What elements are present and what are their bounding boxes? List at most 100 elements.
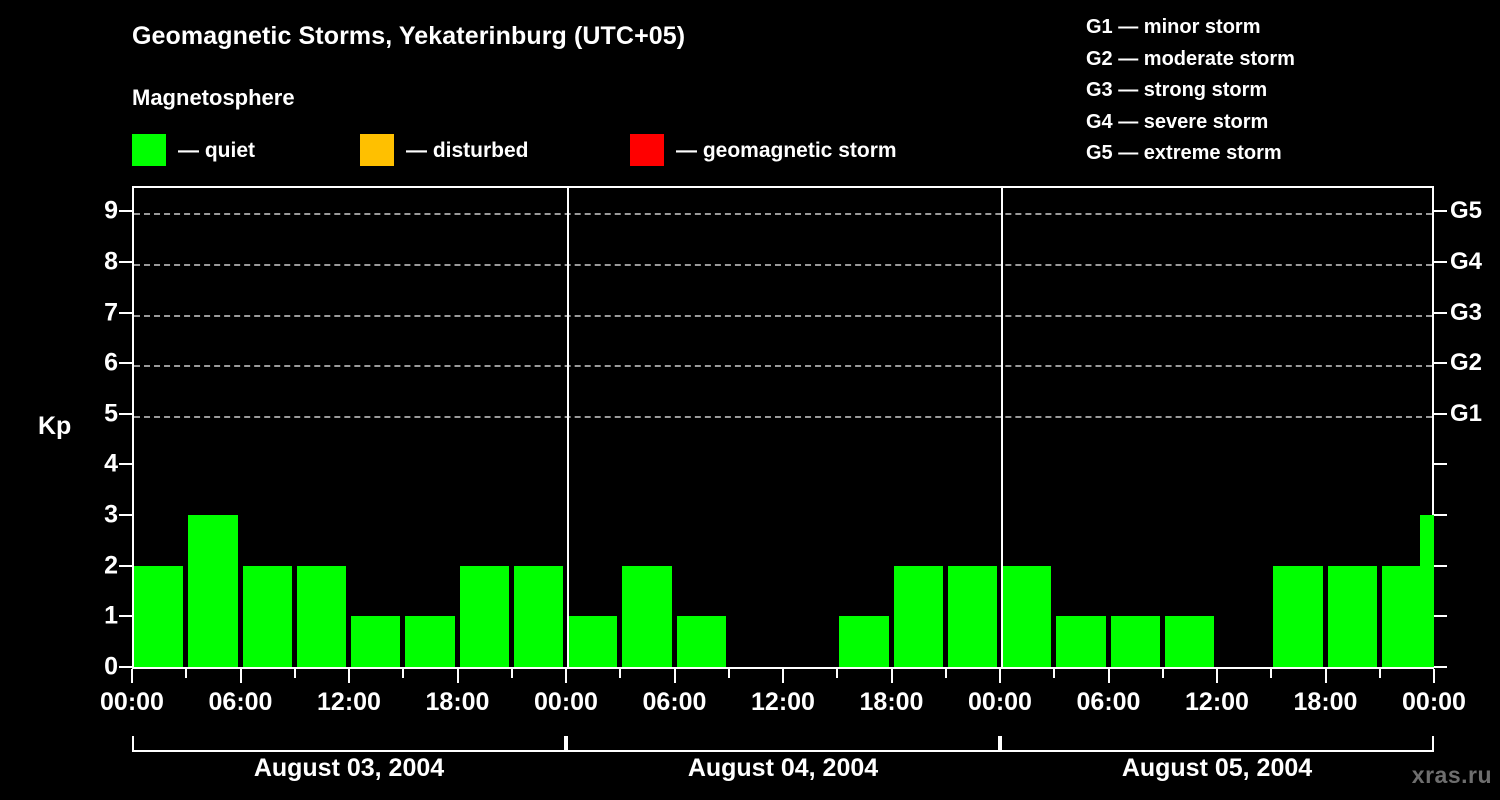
x-tick-mark [239,669,242,683]
gscale-legend-row: G5 — extreme storm [1086,142,1282,164]
x-tick-mark [348,669,350,683]
x-axis-baseline [132,667,1434,669]
x-tick-label: 00:00 [100,688,164,716]
legend-entry: — disturbed [360,133,529,167]
x-tick-mark-minor [1270,669,1273,678]
x-tick-mark-minor [944,669,947,678]
y-tick-label: 7 [104,298,118,327]
gridline [134,365,1432,368]
gscale-legend: G1 — minor storm G2 — moderate storm G3 — … [1066,12,1486,170]
gscale-legend-row: G4 — severe storm [1086,110,1269,133]
legend-entry-label: — geomagnetic storm [676,138,897,162]
bar [622,565,672,667]
x-tick-mark [1433,669,1435,683]
bar [568,616,618,667]
x-tick-mark-minor [619,669,622,678]
x-tick-mark [673,669,676,683]
day-label: August 03, 2004 [253,754,445,782]
g-tick-mark [1434,412,1447,415]
bar [459,565,509,667]
x-tick-mark-minor [727,669,730,678]
y-tick-label: 8 [104,247,118,276]
g-tick-mark-minor [1434,666,1447,668]
y-tick-mark [119,260,132,263]
x-tick-label: 06:00 [208,688,273,716]
bar [242,565,292,667]
legend-entry-label: — disturbed [406,138,529,162]
bar [1164,616,1214,667]
x-tick-label: 18:00 [859,688,924,716]
g-tick-label: G5 [1450,197,1483,225]
plot-area [134,188,1434,667]
y-tick-mark [119,514,132,517]
y-tick-label: 4 [104,449,118,478]
x-tick-label: 06:00 [1076,688,1141,716]
x-tick-label: 00:00 [1402,688,1466,716]
disturbed-swatch [360,134,394,166]
storm-swatch [630,134,664,166]
bar [351,616,401,667]
bar [188,515,238,667]
g-tick-label: G1 [1450,399,1483,427]
page-title: Geomagnetic Storms, Yekaterinburg (UTC+0… [132,22,686,50]
x-tick-mark-minor [185,669,188,678]
g-tick-label: G2 [1450,349,1483,377]
x-tick-label: 12:00 [751,688,815,716]
y-tick-label: 3 [104,500,118,529]
x-tick-mark [999,669,1001,683]
bar [947,565,997,667]
g-tick-mark [1434,311,1447,314]
gridline [134,213,1432,216]
x-tick-mark [1107,669,1110,683]
x-tick-mark-minor [1378,669,1381,678]
legend-entry: — geomagnetic storm [630,133,897,167]
x-tick-mark [1216,669,1218,683]
day-bracket [1000,736,1434,752]
day-separator [1001,188,1003,667]
g-tick-mark-minor [1434,463,1447,466]
g-tick-mark [1434,210,1447,213]
x-tick-mark-minor [510,669,513,678]
x-tick-mark-minor [402,669,405,678]
quiet-swatch [132,134,166,166]
y-tick-mark [119,666,132,668]
day-bracket [132,736,566,752]
x-tick-label: 12:00 [1185,688,1249,716]
y-tick-label: 6 [104,348,118,377]
bar [296,565,346,667]
x-tick-label: 00:00 [968,688,1032,716]
bar [1327,565,1377,667]
legend-entry: — quiet [132,133,255,167]
y-tick-mark [119,412,132,415]
x-tick-mark [456,669,459,683]
day-separator [567,188,569,667]
bar [405,616,455,667]
x-tick-mark-minor [1161,669,1164,678]
g-tick-mark-minor [1434,564,1447,567]
bar [1056,616,1106,667]
y-tick-mark [119,362,132,365]
x-tick-mark-minor [1053,669,1056,678]
x-tick-label: 00:00 [534,688,598,716]
y-tick-mark [119,564,132,567]
bar [134,565,184,667]
g-tick-label: G4 [1450,247,1483,275]
x-tick-mark-minor [836,669,839,678]
x-tick-mark [890,669,893,683]
y-axis-label: Kp [38,412,72,440]
x-tick-label: 06:00 [642,688,707,716]
g-tick-label: G3 [1450,298,1483,326]
plot-frame [132,186,1434,667]
x-tick-mark [131,669,133,683]
y-tick-mark [119,615,132,618]
y-tick-mark [119,463,132,466]
bar [513,565,563,667]
x-tick-label: 18:00 [425,688,490,716]
x-tick-mark [565,669,567,683]
bar [1002,565,1052,667]
bar [1110,616,1160,667]
y-tick-mark [119,311,132,314]
bar [1420,515,1434,667]
y-tick-label: 9 [104,196,118,225]
day-bracket [566,736,1000,752]
